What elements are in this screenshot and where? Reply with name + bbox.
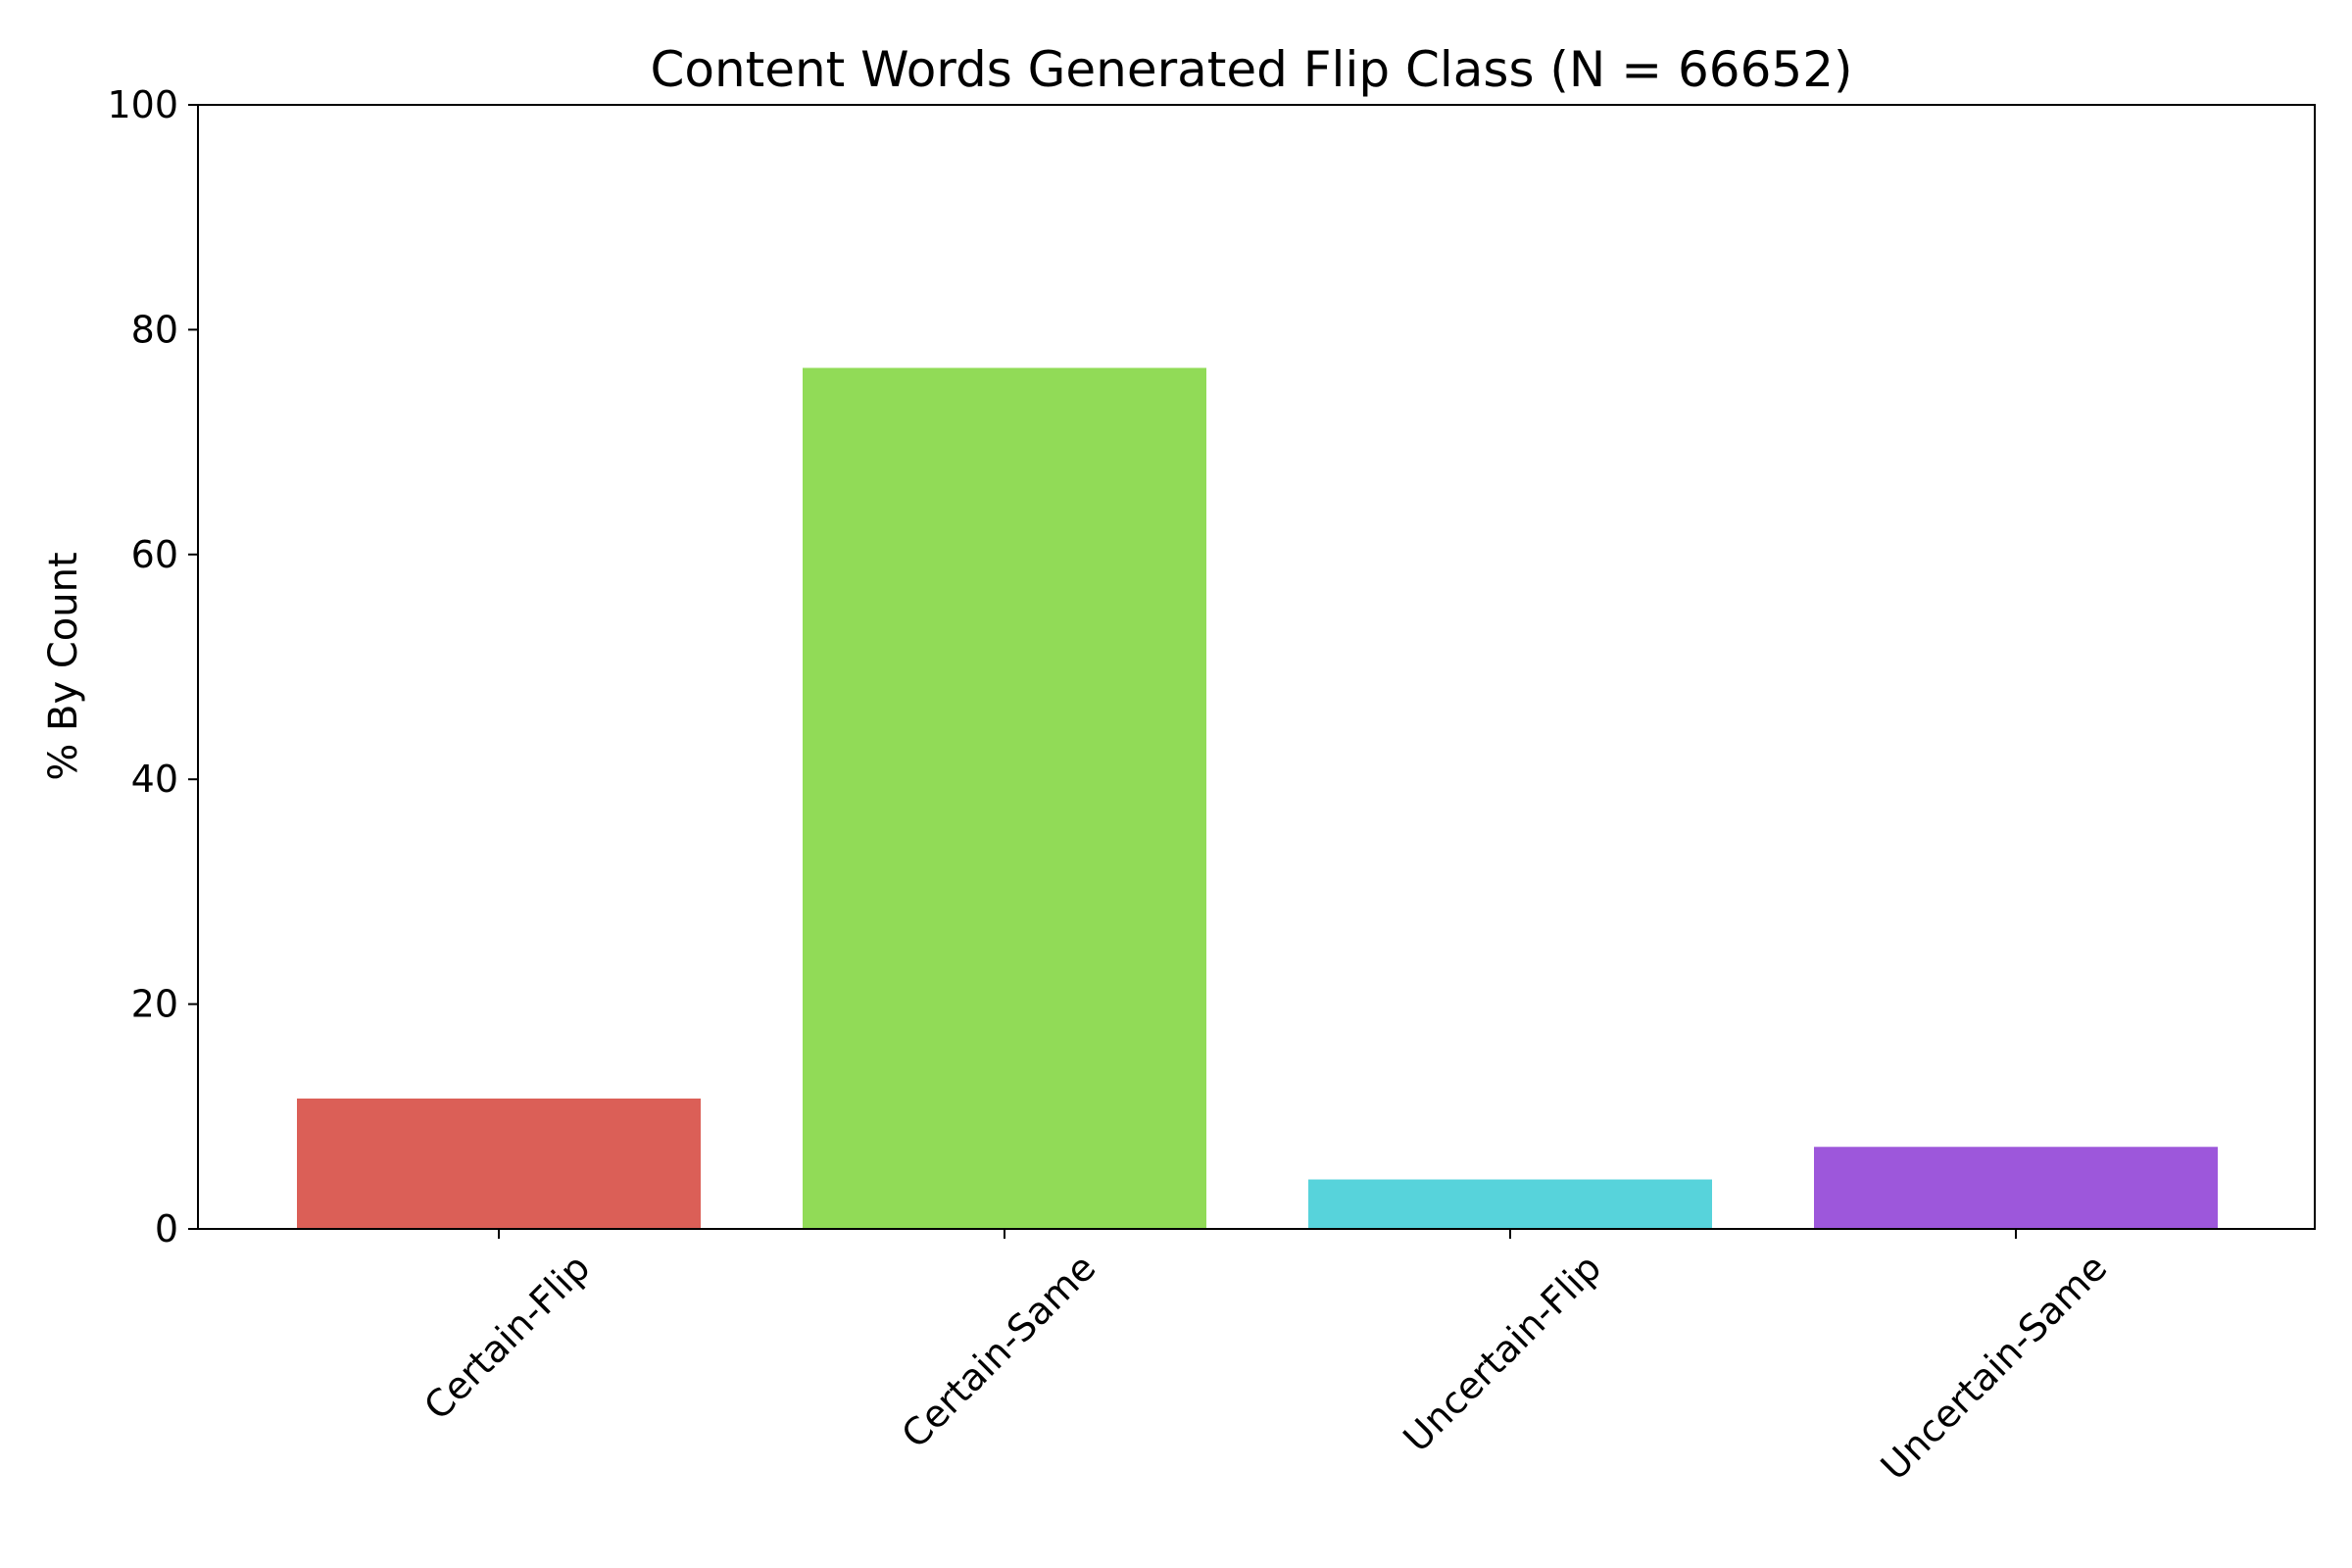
bars-group bbox=[297, 368, 2218, 1229]
y-tick-label: 40 bbox=[131, 758, 178, 801]
x-tick-label: Certain-Same bbox=[893, 1246, 1103, 1456]
y-axis-ticks: 0 20 40 60 80 100 bbox=[107, 83, 198, 1250]
bar-certain-flip bbox=[297, 1098, 701, 1229]
y-tick-label: 0 bbox=[155, 1207, 178, 1250]
bar-uncertain-flip bbox=[1308, 1179, 1712, 1229]
x-tick-label: Uncertain-Same bbox=[1873, 1246, 2116, 1489]
bar-uncertain-same bbox=[1814, 1147, 2218, 1229]
y-tick-label: 20 bbox=[131, 983, 178, 1026]
x-tick-label: Uncertain-Flip bbox=[1396, 1246, 1610, 1460]
y-tick-label: 60 bbox=[131, 533, 178, 576]
y-tick-label: 100 bbox=[107, 83, 178, 126]
bar-certain-same bbox=[803, 368, 1206, 1229]
plot-frame bbox=[197, 104, 2316, 1230]
y-axis-label: % By Count bbox=[41, 552, 86, 780]
x-axis-ticks: Certain-Flip Certain-Same Uncertain-Flip Un… bbox=[416, 1229, 2115, 1489]
x-tick-label: Certain-Flip bbox=[416, 1246, 598, 1428]
chart-title: Content Words Generated Flip Class (N = … bbox=[650, 41, 1852, 98]
y-tick-label: 80 bbox=[131, 308, 178, 351]
